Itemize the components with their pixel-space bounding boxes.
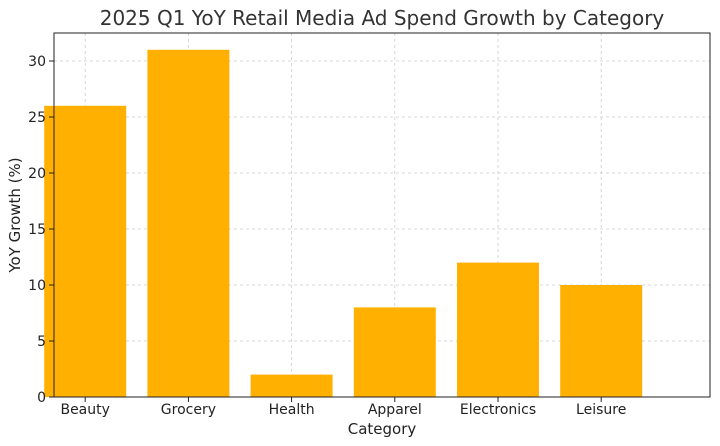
- x-tick-label: Grocery: [161, 402, 216, 418]
- x-tick-label: Leisure: [576, 402, 626, 418]
- x-tick-label: Beauty: [60, 402, 109, 418]
- chart-title: 2025 Q1 YoY Retail Media Ad Spend Growth…: [100, 6, 665, 30]
- y-tick-label: 30: [28, 54, 46, 70]
- axis-layer: 0 5 10 15 20 25 30 Beauty Grocery Health Apparel El…: [28, 32, 711, 418]
- bar-health: [250, 374, 333, 397]
- x-tick-label: Health: [269, 402, 315, 418]
- y-tick-label: 10: [28, 278, 46, 294]
- bar-apparel: [353, 307, 436, 397]
- bar-layer: [44, 49, 643, 398]
- bar-beauty: [44, 105, 127, 398]
- x-tick-label: Electronics: [460, 402, 536, 418]
- y-tick-label: 20: [28, 166, 46, 182]
- x-axis-label: Category: [348, 420, 417, 438]
- y-tick-label: 15: [28, 222, 46, 238]
- y-tick-label: 5: [37, 334, 46, 350]
- bar-leisure: [560, 285, 643, 397]
- bar-electronics: [457, 262, 539, 397]
- y-tick-label: 25: [28, 110, 46, 126]
- y-tick-label: 0: [37, 390, 46, 406]
- plot-frame: [53, 32, 711, 398]
- x-tick-label: Apparel: [368, 402, 422, 418]
- y-axis-label: YoY Growth (%): [6, 157, 24, 273]
- bar-grocery: [147, 49, 230, 398]
